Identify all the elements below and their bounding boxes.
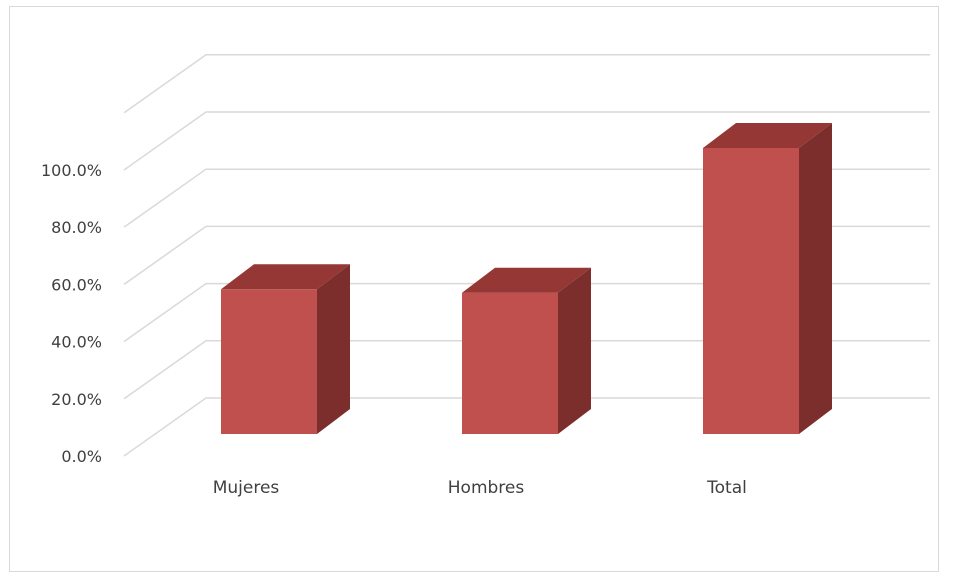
- bar-front: [703, 148, 799, 434]
- bars: [221, 123, 832, 434]
- y-axis-tick-labels: 0.0% 20.0% 40.0% 60.0% 80.0% 100.0%: [41, 161, 102, 466]
- bar-front: [221, 289, 317, 434]
- y-tick-label: 40.0%: [51, 333, 102, 352]
- gridline: [123, 225, 930, 286]
- y-tick-label: 100.0%: [41, 161, 102, 180]
- bar-top: [462, 267, 591, 293]
- y-tick-label: 80.0%: [51, 218, 102, 237]
- x-category-label: Total: [706, 478, 747, 498]
- gridlines: [123, 54, 930, 457]
- gridline: [123, 340, 930, 400]
- bar-side: [799, 123, 832, 434]
- bar: [703, 123, 832, 434]
- bar: [462, 267, 591, 434]
- y-tick-label: 60.0%: [51, 275, 102, 294]
- gridline: [123, 397, 930, 457]
- bar-side: [558, 267, 591, 434]
- x-category-label: Hombres: [448, 478, 525, 498]
- bar-side: [317, 264, 350, 434]
- gridline: [123, 282, 930, 343]
- y-tick-label: 0.0%: [61, 447, 102, 466]
- bar-top: [703, 123, 832, 148]
- gridline: [123, 168, 930, 228]
- x-axis-category-labels: Mujeres Hombres Total: [213, 478, 747, 498]
- gridline: [123, 111, 930, 171]
- bar: [221, 264, 350, 434]
- gridline: [123, 54, 930, 114]
- x-category-label: Mujeres: [213, 478, 280, 498]
- bar-front: [462, 292, 558, 434]
- bar-top: [221, 264, 350, 290]
- y-tick-label: 20.0%: [51, 390, 102, 409]
